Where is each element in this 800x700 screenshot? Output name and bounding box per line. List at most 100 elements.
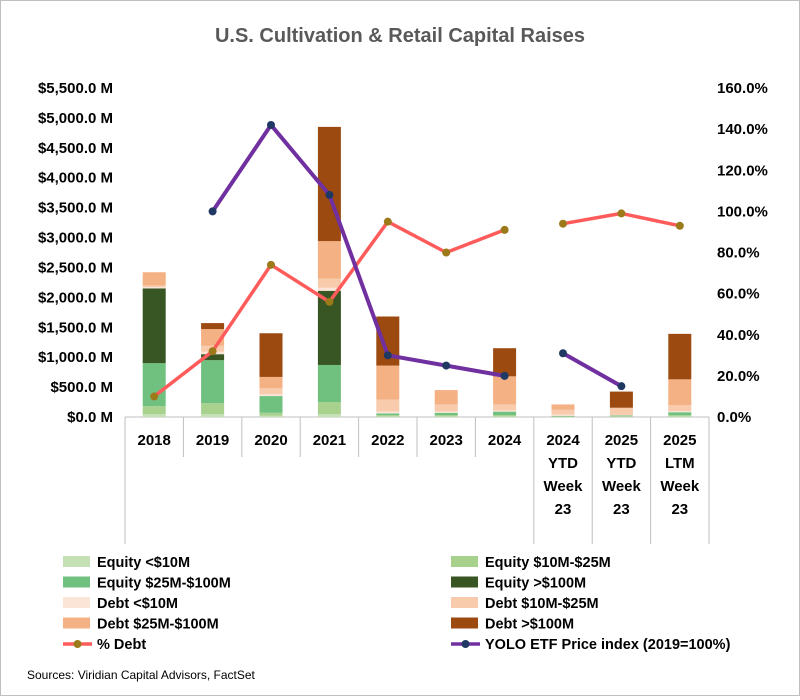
- legend: Equity <$10M Equity $10M-$25M Equity $25M-…: [63, 555, 731, 653]
- bar-segment: [260, 413, 283, 416]
- bar-segment: [668, 415, 691, 416]
- bar-segment: [493, 376, 516, 404]
- bar-segment: [435, 390, 458, 404]
- x-tick-label: YTD: [606, 455, 636, 472]
- legend-swatch: [63, 556, 90, 567]
- bar-segment: [610, 392, 633, 408]
- bar-segment: [435, 416, 458, 417]
- legend-swatch: [63, 577, 90, 588]
- y-left-tick-label: $3,500.0 M: [38, 200, 113, 217]
- y-right-tick-label: 140.0%: [717, 121, 768, 138]
- bar-segment: [143, 287, 166, 288]
- legend-swatch: [451, 597, 478, 608]
- legend-label: Debt $25M-$100M: [97, 617, 219, 633]
- debt-pct-point: [676, 222, 684, 230]
- legend-label: Debt $10M-$25M: [485, 596, 599, 612]
- bar-segment: [260, 388, 283, 394]
- bar-segment: [668, 416, 691, 417]
- legend-label: Debt <$10M: [97, 596, 178, 612]
- bar-segment: [435, 404, 458, 411]
- legend-swatch: [451, 577, 478, 588]
- bar-segment: [143, 406, 166, 414]
- legend-label: % Debt: [97, 637, 146, 653]
- x-tick-label: 2018: [138, 432, 171, 449]
- legend-marker: [462, 640, 470, 648]
- bar-segment: [318, 279, 341, 288]
- bar-segment: [668, 411, 691, 412]
- bar-segment: [318, 241, 341, 279]
- x-tick-label: Week: [602, 478, 642, 495]
- x-tick-label: 2024: [546, 432, 580, 449]
- x-tick-label: 2019: [196, 432, 229, 449]
- legend-label: Debt >$100M: [485, 617, 574, 633]
- bar-segment: [260, 333, 283, 377]
- debt-pct-point: [209, 347, 217, 355]
- bar-segment: [201, 360, 224, 403]
- bar-segment: [610, 408, 633, 415]
- x-tick-label: 23: [613, 501, 630, 518]
- bar-segment: [493, 410, 516, 411]
- bar-segment: [376, 413, 399, 415]
- y-left-tick-label: $5,500.0 M: [38, 80, 113, 97]
- yolo-point: [267, 121, 275, 129]
- bar-segment: [493, 412, 516, 416]
- debt-pct-point: [501, 226, 509, 234]
- bar-segment: [610, 416, 633, 417]
- bars: [143, 127, 692, 417]
- y-right-tick-label: 100.0%: [717, 203, 768, 220]
- debt-pct-point: [442, 249, 450, 257]
- x-tick-label: 2022: [371, 432, 404, 449]
- bar-segment: [552, 410, 575, 415]
- yolo-point: [559, 349, 567, 357]
- bar-segment: [201, 414, 224, 417]
- bar-segment: [668, 334, 691, 379]
- bar-segment: [318, 414, 341, 417]
- x-tick-label: 2025: [663, 432, 696, 449]
- x-tick-label: 23: [671, 501, 688, 518]
- bar-segment: [376, 415, 399, 416]
- bar-segment: [143, 285, 166, 287]
- x-tick-label: 2021: [313, 432, 346, 449]
- legend-swatch: [63, 618, 90, 629]
- x-tick-label: 23: [555, 501, 572, 518]
- yolo-point: [384, 351, 392, 359]
- bar-segment: [143, 288, 166, 363]
- bar-segment: [610, 416, 633, 417]
- x-tick-label: 2020: [254, 432, 287, 449]
- y-left-tick-label: $2,000.0 M: [38, 289, 113, 306]
- bar-segment: [318, 402, 341, 414]
- y-left-tick-label: $4,500.0 M: [38, 140, 113, 157]
- legend-swatch: [451, 556, 478, 567]
- bar-segment: [435, 413, 458, 415]
- bar-segment: [260, 416, 283, 417]
- debt-pct-point: [150, 392, 158, 400]
- debt-pct-point: [559, 220, 567, 228]
- source-note: Sources: Viridian Capital Advisors, Fact…: [27, 668, 256, 682]
- x-tick-label: YTD: [548, 455, 578, 472]
- bar-segment: [435, 412, 458, 413]
- y-left-tick-label: $1,500.0 M: [38, 319, 113, 336]
- bar-segment: [260, 396, 283, 413]
- bar-segment: [668, 379, 691, 405]
- bar-segment: [260, 394, 283, 396]
- bar-segment: [552, 404, 575, 409]
- chart-title: U.S. Cultivation & Retail Capital Raises: [215, 25, 585, 47]
- yolo-point: [325, 191, 333, 199]
- legend-label: Equity <$10M: [97, 555, 190, 571]
- bar-segment: [552, 415, 575, 416]
- legend-label: Equity $25M-$100M: [97, 576, 231, 592]
- yolo-point: [209, 207, 217, 215]
- legend-swatch: [63, 597, 90, 608]
- bar-segment: [201, 323, 224, 329]
- y-left-tick-label: $5,000.0 M: [38, 110, 113, 127]
- yolo-line: [213, 125, 505, 376]
- bar-segment: [493, 415, 516, 416]
- bar-segment: [493, 404, 516, 410]
- y-right-tick-label: 80.0%: [717, 245, 760, 262]
- bar-segment: [668, 412, 691, 415]
- bar-segment: [143, 272, 166, 285]
- bar-segment: [668, 405, 691, 411]
- y-right-tick-label: 120.0%: [717, 162, 768, 179]
- legend-label: Equity $10M-$25M: [485, 555, 611, 571]
